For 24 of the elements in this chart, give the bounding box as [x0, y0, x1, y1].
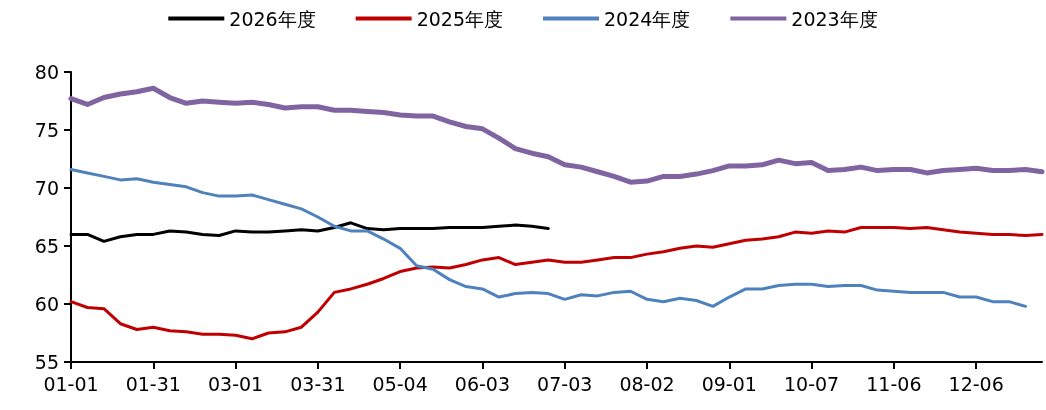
x-tick-label: 07-03: [537, 372, 593, 395]
x-tick-label: 06-03: [454, 372, 511, 395]
x-tick-label: 08-02: [619, 372, 675, 395]
legend-label: 2026年度: [229, 7, 316, 30]
legend-label: 2024年度: [604, 7, 691, 30]
x-tick-label: 09-01: [701, 372, 757, 395]
y-tick-label: 80: [34, 61, 59, 83]
y-tick-label: 65: [34, 235, 59, 257]
line-series: [69, 167, 1028, 308]
x-tick-label: 03-31: [290, 372, 346, 395]
x-tick-label: 10-07: [783, 372, 840, 395]
x-tick-label: 11-06: [866, 372, 922, 395]
y-tick-label: 60: [34, 293, 59, 315]
legend-label: 2023年度: [791, 7, 878, 30]
legend-label: 2025年度: [416, 7, 504, 30]
x-tick-label: 12-06: [948, 372, 1004, 395]
x-tick-label: 01-01: [43, 372, 99, 395]
y-tick-label: 55: [34, 351, 59, 373]
y-tick-label: 75: [34, 119, 59, 141]
line-series: [69, 225, 1044, 341]
x-tick-label: 01-31: [125, 372, 181, 395]
y-tick-label: 70: [34, 177, 59, 199]
x-tick-label: 05-04: [372, 372, 428, 395]
x-tick-label: 03-01: [207, 372, 264, 395]
